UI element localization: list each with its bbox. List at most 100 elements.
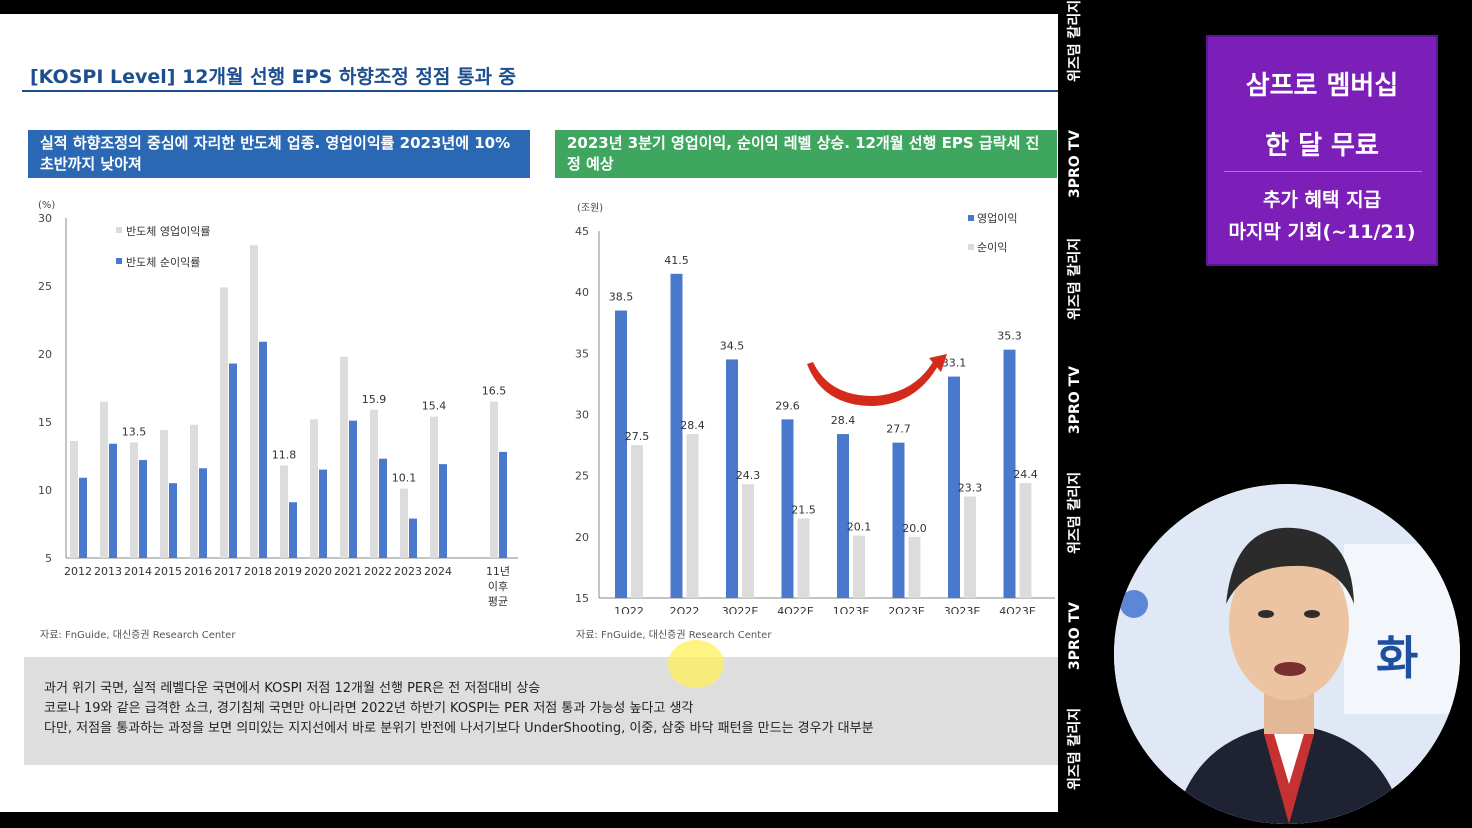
y-tick-label: 5 [45,552,52,565]
left-chart-source: 자료: FnGuide, 대신증권 Research Center [40,630,236,641]
bar-operating-margin [400,488,408,558]
legend-swatch-operating [116,227,122,233]
left-chart-banner: 실적 하향조정의 중심에 자리한 반도체 업종. 영업이익률 2023년에 10… [28,130,530,178]
data-label-operating: 38.5 [609,291,634,304]
note-line-1: 과거 위기 국면, 실적 레벨다운 국면에서 KOSPI 저점 12개월 선행 … [44,681,541,696]
x-tick-label: 평균 [488,595,508,608]
trend-arrow [807,362,939,406]
data-label: 15.9 [362,393,387,406]
data-label-operating: 33.1 [942,357,967,370]
x-tick-label: 11년 [486,565,510,578]
bar-net-margin [229,363,237,558]
data-label-net: 27.5 [625,430,650,443]
strip-label-1: 위즈덤 칼리지 [1067,0,1083,82]
presenter-image: 화 [1114,484,1460,824]
legend-label-operating: 영업이익 [977,212,1017,225]
y-tick-label: 40 [575,286,589,299]
bar-net-profit [1019,483,1032,598]
bar-operating-profit [726,359,738,598]
bar-net-margin [109,443,117,558]
data-label-net: 20.0 [902,522,927,535]
x-tick-label: 3Q23E [944,605,981,614]
legend-swatch-operating [968,215,974,221]
presenter-video: 화 [1114,484,1460,824]
x-tick-label: 2022 [364,565,392,578]
channel-side-strip: 위즈덤 칼리지 3PRO TV 위즈덤 칼리지 3PRO TV 위즈덤 칼리지 … [1058,0,1092,828]
data-label-net: 20.1 [847,521,872,534]
x-tick-label: 2014 [124,565,152,578]
data-label: 15.4 [422,400,447,413]
bar-operating-margin [70,441,78,558]
bar-operating-margin [220,287,228,558]
bar-operating-margin [430,416,438,558]
strip-label-2: 3PRO TV [1067,130,1083,198]
bar-net-profit [631,445,643,598]
data-label-operating: 28.4 [831,414,856,427]
bar-operating-margin [250,245,258,558]
y-tick-label: 20 [38,348,52,361]
bar-net-margin [199,468,207,558]
legend-label-net: 반도체 순이익률 [126,256,200,269]
bar-net-margin [79,477,87,558]
legend-swatch-net [116,258,122,264]
bar-operating-profit [615,310,627,598]
bar-operating-profit [837,434,849,598]
y-tick-label: 25 [38,280,52,293]
x-tick-label: 4Q22E [777,605,814,614]
bar-operating-margin [130,442,138,558]
data-label-operating: 29.6 [775,399,800,412]
strip-label-7: 위즈덤 칼리지 [1067,707,1083,790]
bar-net-profit [964,496,976,598]
y-tick-label: 20 [575,531,589,544]
bar-operating-margin [190,424,198,558]
bar-operating-margin [490,401,498,558]
bar-net-margin [289,502,297,558]
y-tick-label: 15 [38,416,52,429]
promo-deadline: 마지막 기회(~11/21) [1228,221,1416,243]
data-label-operating: 34.5 [720,339,745,352]
x-tick-label: 2Q22 [670,605,700,614]
bar-net-margin [439,464,447,558]
y-axis-unit: (조원) [577,202,603,214]
bar-net-profit [686,434,699,598]
bar-operating-profit [781,419,794,598]
membership-promo-banner[interactable]: 삼프로 멤버십 한 달 무료 추가 혜택 지급 마지막 기회(~11/21) [1206,35,1438,266]
y-tick-label: 35 [575,347,589,360]
bar-operating-margin [280,465,288,558]
legend-swatch-net [968,244,974,250]
bar-net-profit [853,535,865,598]
x-tick-label: 이후 [488,580,508,593]
promo-benefit: 추가 혜택 지급 [1262,189,1382,211]
legend-label-operating: 반도체 영업이익률 [126,225,210,238]
data-label-operating: 35.3 [997,330,1022,343]
data-label-net: 23.3 [958,481,983,494]
summary-notes: 과거 위기 국면, 실적 레벨다운 국면에서 KOSPI 저점 12개월 선행 … [24,657,1058,765]
data-label: 10.1 [392,472,417,485]
bar-operating-profit [892,442,905,598]
slide-title: [KOSPI Level] 12개월 선행 EPS 하향조정 정점 통과 중 [30,66,517,88]
data-label: 13.5 [122,425,147,438]
y-tick-label: 30 [575,409,589,422]
bar-net-margin [499,451,507,558]
bar-net-margin [319,469,327,558]
trend-arrow-head [929,354,947,372]
bar-operating-margin [310,419,318,558]
x-tick-label: 2021 [334,565,362,578]
bar-net-margin [259,341,267,558]
x-tick-label: 2020 [304,565,332,578]
legend-label-net: 순이익 [977,241,1007,254]
svg-text:화: 화 [1376,631,1418,685]
bar-operating-margin [160,430,168,558]
promo-subheadline: 한 달 무료 [1265,131,1379,161]
right-chart-source: 자료: FnGuide, 대신증권 Research Center [576,630,772,641]
y-tick-label: 10 [38,484,52,497]
strip-label-5: 위즈덤 칼리지 [1067,471,1083,554]
x-tick-label: 2012 [64,565,92,578]
strip-label-6: 3PRO TV [1067,602,1083,670]
bar-operating-profit [670,273,683,598]
title-rule [22,90,1058,92]
y-tick-label: 30 [38,212,52,225]
x-tick-label: 2Q23E [888,605,925,614]
bar-net-profit [797,518,810,598]
